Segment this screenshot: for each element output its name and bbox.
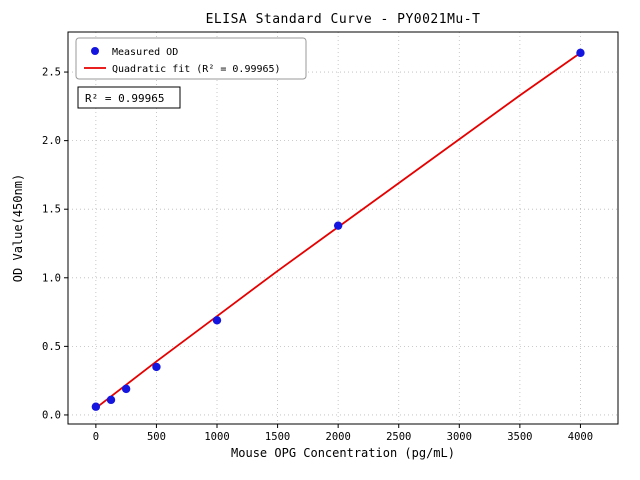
chart-title: ELISA Standard Curve - PY0021Mu-T bbox=[206, 12, 481, 27]
legend-label-measured: Measured OD bbox=[112, 47, 178, 58]
axis-ticks: 0 500 1000 1500 2000 2500 3000 3500 4000 0.0 0.5 1.… bbox=[42, 67, 593, 443]
y-axis-label: OD Value(450nm) bbox=[11, 174, 25, 282]
annotation-box bbox=[77, 86, 181, 109]
plot-border bbox=[67, 31, 619, 425]
data-point bbox=[212, 316, 222, 325]
data-point bbox=[576, 48, 585, 58]
x-tick-label: 4000 bbox=[568, 431, 593, 443]
data-point bbox=[91, 402, 101, 411]
y-tick-label: 1.5 bbox=[42, 204, 61, 216]
x-tick-label: 1500 bbox=[265, 431, 290, 443]
annotation-text: R² = 0.99965 bbox=[85, 92, 164, 105]
legend-box bbox=[75, 37, 307, 80]
legend-marker-measured-icon bbox=[91, 47, 99, 55]
data-point bbox=[333, 221, 343, 230]
data-series bbox=[91, 48, 585, 411]
legend: Measured OD Quadratic fit (R² = 0.99965) bbox=[75, 37, 307, 80]
y-tick-label: 2.0 bbox=[42, 135, 61, 147]
data-point bbox=[106, 395, 116, 405]
x-tick-label: 3500 bbox=[507, 431, 532, 443]
data-point bbox=[152, 362, 161, 372]
y-tick-label: 1.0 bbox=[42, 272, 61, 284]
y-tick-label: 0.0 bbox=[42, 409, 61, 421]
x-axis-label: Mouse OPG Concentration (pg/mL) bbox=[231, 446, 455, 460]
x-tick-label: 2000 bbox=[326, 431, 351, 443]
x-tick-label: 1000 bbox=[204, 431, 229, 443]
x-tick-label: 0 bbox=[93, 431, 99, 443]
legend-label-fit: Quadratic fit (R² = 0.99965) bbox=[112, 64, 281, 75]
x-tick-label: 500 bbox=[147, 431, 166, 443]
data-point bbox=[121, 384, 131, 394]
r-squared-annotation: R² = 0.99965 bbox=[77, 86, 181, 109]
x-tick-label: 3000 bbox=[447, 431, 472, 443]
y-tick-label: 0.5 bbox=[42, 341, 61, 353]
y-tick-label: 2.5 bbox=[42, 67, 61, 79]
x-tick-label: 2500 bbox=[386, 431, 411, 443]
